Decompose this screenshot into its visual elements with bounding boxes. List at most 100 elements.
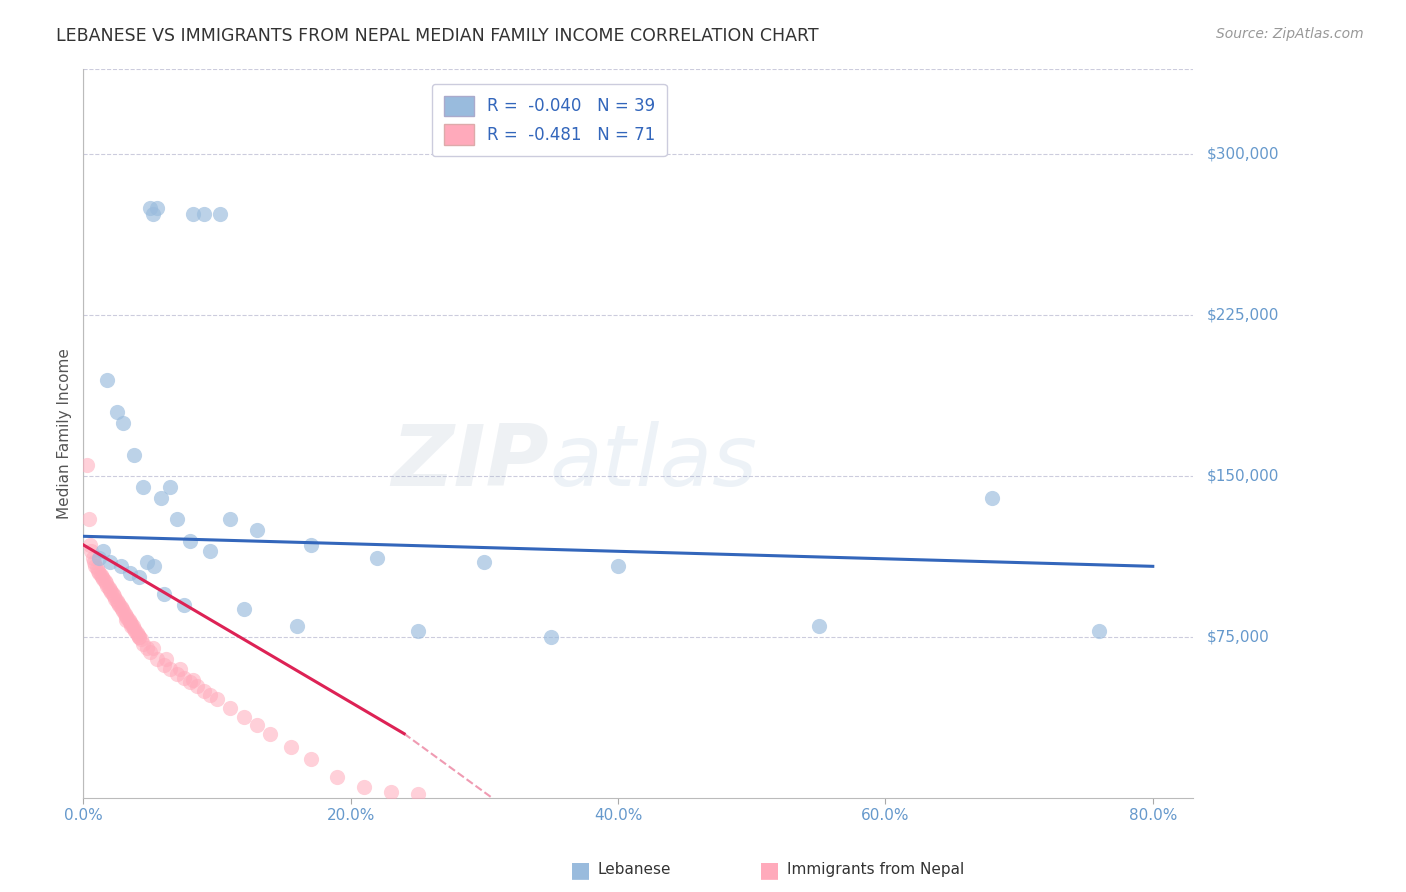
Point — [120, 617, 142, 632]
Point — [89, 566, 111, 580]
Text: atlas: atlas — [550, 421, 758, 504]
Point — [76, 458, 98, 473]
Point — [122, 622, 145, 636]
Point — [159, 480, 181, 494]
Point — [179, 533, 201, 548]
Point — [139, 201, 162, 215]
Text: $150,000: $150,000 — [1206, 468, 1278, 483]
Point — [380, 784, 402, 798]
Point — [607, 559, 630, 574]
Point — [132, 636, 155, 650]
Point — [146, 201, 169, 215]
Point — [125, 625, 148, 640]
Point — [120, 566, 142, 580]
Point — [89, 550, 111, 565]
Point — [166, 512, 188, 526]
Point — [219, 701, 242, 715]
Point — [127, 628, 149, 642]
Point — [200, 688, 222, 702]
Point — [129, 632, 152, 647]
Point — [83, 555, 105, 569]
Point — [179, 675, 201, 690]
Point — [114, 607, 136, 621]
Point — [121, 619, 143, 633]
Text: Immigrants from Nepal: Immigrants from Nepal — [787, 863, 965, 877]
Point — [105, 405, 128, 419]
Point — [90, 568, 112, 582]
Text: $75,000: $75,000 — [1206, 630, 1270, 645]
Point — [205, 692, 228, 706]
Point — [155, 651, 177, 665]
Point — [80, 544, 103, 558]
Point — [96, 579, 118, 593]
Point — [82, 550, 104, 565]
Point — [406, 624, 429, 638]
Point — [152, 587, 174, 601]
Y-axis label: Median Family Income: Median Family Income — [58, 348, 72, 519]
Point — [142, 207, 165, 221]
Point — [105, 593, 128, 607]
Point — [406, 787, 429, 801]
Point — [143, 559, 166, 574]
Point — [285, 619, 308, 633]
Point — [108, 598, 131, 612]
Point — [112, 604, 135, 618]
Point — [103, 590, 125, 604]
Point — [91, 570, 114, 584]
Point — [152, 658, 174, 673]
Point — [246, 718, 269, 732]
Point — [118, 613, 141, 627]
Point — [128, 630, 150, 644]
Point — [120, 619, 142, 633]
Point — [101, 587, 124, 601]
Point — [115, 613, 138, 627]
Point — [77, 512, 100, 526]
Point — [173, 671, 195, 685]
Point — [110, 600, 132, 615]
Point — [96, 373, 118, 387]
Point — [181, 207, 204, 221]
Point — [120, 615, 142, 629]
Point — [87, 564, 110, 578]
Text: Lebanese: Lebanese — [598, 863, 671, 877]
Point — [110, 559, 132, 574]
Point — [139, 645, 162, 659]
Point — [104, 591, 127, 606]
Point — [98, 582, 121, 597]
Point — [149, 491, 172, 505]
Point — [159, 662, 181, 676]
Point — [219, 512, 242, 526]
Point — [107, 596, 129, 610]
Text: $225,000: $225,000 — [1206, 308, 1278, 323]
Legend: R =  -0.040   N = 39, R =  -0.481   N = 71: R = -0.040 N = 39, R = -0.481 N = 71 — [432, 84, 666, 156]
Point — [200, 544, 222, 558]
Point — [117, 611, 139, 625]
Point — [232, 602, 254, 616]
Point — [98, 555, 121, 569]
Point — [326, 770, 349, 784]
Point — [93, 574, 115, 589]
Point — [142, 640, 165, 655]
Point — [981, 491, 1004, 505]
Point — [173, 598, 195, 612]
Point — [146, 651, 169, 665]
Point — [84, 559, 107, 574]
Point — [280, 739, 302, 754]
Point — [208, 207, 231, 221]
Point — [259, 727, 281, 741]
Point — [115, 608, 138, 623]
Point — [299, 538, 322, 552]
Text: ■: ■ — [569, 860, 591, 880]
Point — [299, 752, 322, 766]
Point — [94, 576, 117, 591]
Point — [124, 624, 146, 638]
Point — [246, 523, 269, 537]
Point — [540, 630, 562, 644]
Point — [136, 555, 159, 569]
Text: LEBANESE VS IMMIGRANTS FROM NEPAL MEDIAN FAMILY INCOME CORRELATION CHART: LEBANESE VS IMMIGRANTS FROM NEPAL MEDIAN… — [56, 27, 818, 45]
Point — [128, 630, 150, 644]
Point — [232, 709, 254, 723]
Point — [86, 561, 108, 575]
Point — [132, 480, 155, 494]
Text: $300,000: $300,000 — [1206, 147, 1279, 161]
